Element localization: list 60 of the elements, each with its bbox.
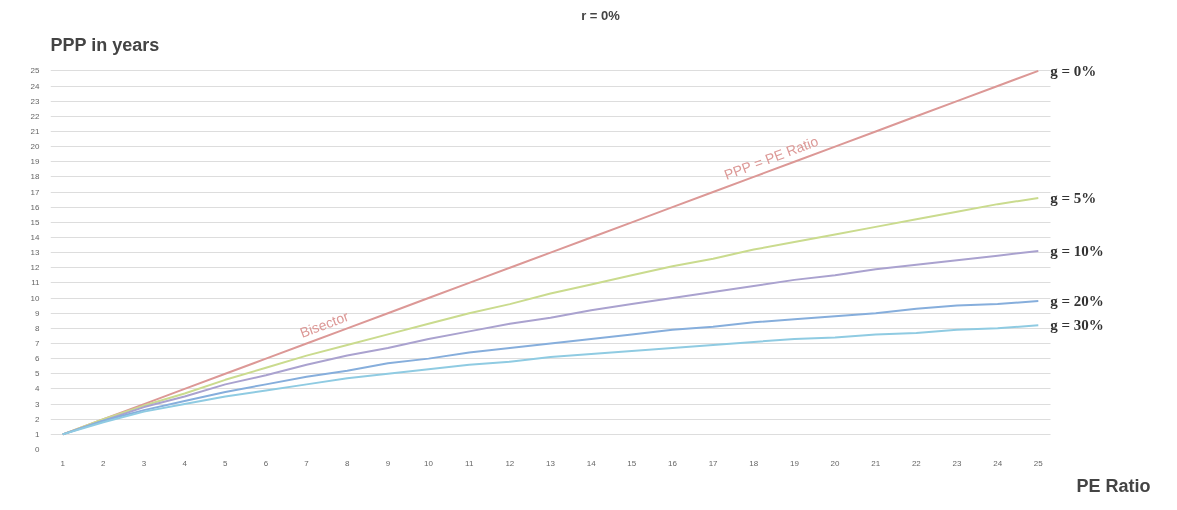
x-tick-label: 1 [60, 458, 66, 468]
series-label: g = 10% [1050, 243, 1104, 260]
x-tick-label: 16 [668, 458, 678, 468]
x-axis-title: PE Ratio [1076, 475, 1151, 496]
x-tick-label: 6 [263, 458, 269, 468]
y-tick-label: 25 [30, 66, 41, 76]
x-tick-label: 22 [911, 458, 922, 468]
x-tick-label: 25 [1033, 458, 1044, 468]
x-tick-label: 13 [546, 458, 556, 468]
x-tick-label: 9 [385, 458, 391, 468]
y-tick-label: 17 [30, 187, 41, 197]
y-tick-label: 6 [35, 354, 41, 364]
y-tick-label: 19 [30, 157, 41, 167]
x-tick-label: 2 [101, 458, 107, 468]
chart-title: r = 0% [581, 7, 621, 23]
y-tick-label: 7 [35, 338, 41, 348]
y-tick-label: 11 [31, 278, 41, 288]
y-tick-label: 14 [30, 232, 41, 242]
series-label: g = 5% [1050, 190, 1097, 207]
y-tick-label: 21 [30, 126, 41, 136]
y-tick-label: 12 [30, 263, 41, 273]
y-tick-label: 10 [30, 293, 41, 303]
y-tick-label: 16 [30, 202, 41, 212]
y-tick-label: 4 [35, 384, 41, 394]
y-tick-label: 24 [30, 81, 41, 91]
y-tick-label: 9 [35, 308, 41, 318]
series-label: g = 30% [1050, 317, 1104, 334]
x-tick-label: 11 [465, 458, 474, 468]
y-tick-label: 13 [30, 248, 41, 258]
y-tick-label: 1 [35, 429, 41, 439]
x-tick-label: 18 [749, 458, 759, 468]
annotation: PPP = PE Ratio [722, 132, 821, 183]
y-tick-label: 23 [30, 96, 41, 106]
y-tick-label: 0 [35, 445, 41, 454]
y-tick-label: 5 [35, 369, 41, 379]
y-tick-label: 2 [35, 414, 41, 424]
y-tick-label: 18 [30, 172, 41, 182]
x-tick-label: 24 [993, 458, 1003, 468]
y-tick-label: 22 [30, 111, 41, 121]
x-tick-label: 8 [345, 458, 351, 468]
y-tick-label: 3 [35, 399, 41, 409]
x-tick-label: 17 [708, 458, 719, 468]
x-tick-label: 12 [505, 458, 515, 468]
y-tick-label: 8 [35, 323, 41, 333]
x-tick-label: 3 [141, 458, 147, 468]
x-tick-label: 21 [871, 458, 881, 468]
x-tick-label: 23 [952, 458, 962, 468]
x-tick-label: 19 [789, 458, 800, 468]
y-tick-label: 15 [30, 217, 41, 227]
x-tick-label: 5 [223, 458, 229, 468]
x-tick-label: 14 [586, 458, 597, 468]
series-label: g = 0% [1050, 62, 1097, 79]
x-tick-label: 7 [304, 458, 310, 468]
x-tick-label: 4 [182, 458, 188, 468]
x-tick-label: 20 [830, 458, 841, 468]
y-axis-title: PPP in years [50, 34, 160, 55]
x-tick-label: 10 [424, 458, 434, 468]
series-label: g = 20% [1050, 293, 1104, 310]
x-tick-label: 15 [627, 458, 637, 468]
y-tick-label: 20 [30, 142, 41, 152]
